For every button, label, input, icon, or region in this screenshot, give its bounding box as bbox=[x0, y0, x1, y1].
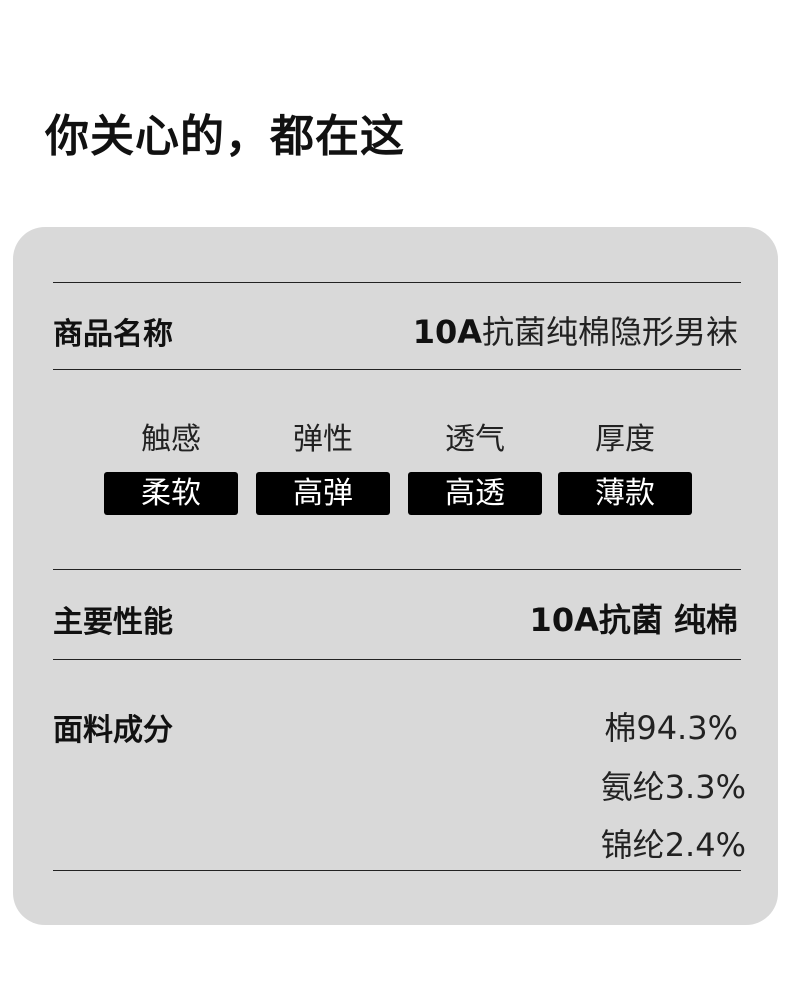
page-title: 你关心的，都在这 bbox=[45, 111, 405, 162]
product-name-label: 商品名称 bbox=[53, 317, 173, 352]
fabric-label: 面料成分 bbox=[53, 713, 173, 748]
attribute-elasticity: 弹性 高弹 bbox=[256, 420, 390, 515]
product-name-model: 10A bbox=[412, 313, 482, 351]
attribute-name: 弹性 bbox=[293, 422, 353, 457]
attribute-name: 触感 bbox=[141, 422, 201, 457]
product-name-text: 抗菌纯棉隐形男袜 bbox=[481, 313, 738, 351]
attribute-breathability: 透气 高透 bbox=[408, 420, 542, 515]
fabric-item: 锦纶2.4% bbox=[600, 826, 746, 864]
divider bbox=[53, 282, 741, 283]
spec-card: 商品名称 10A抗菌纯棉隐形男袜 触感 柔软 弹性 高弹 透气 高透 厚度 薄款… bbox=[13, 227, 778, 925]
attribute-name: 透气 bbox=[445, 422, 505, 457]
attribute-value: 柔软 bbox=[104, 472, 238, 515]
attribute-name: 厚度 bbox=[595, 422, 655, 457]
divider bbox=[53, 569, 741, 570]
performance-value: 10A抗菌 纯棉 bbox=[529, 601, 738, 639]
performance-label: 主要性能 bbox=[53, 605, 173, 640]
divider bbox=[53, 870, 741, 871]
divider bbox=[53, 659, 741, 660]
attribute-thickness: 厚度 薄款 bbox=[558, 420, 692, 515]
fabric-item: 氨纶3.3% bbox=[600, 768, 746, 806]
product-name-value: 10A抗菌纯棉隐形男袜 bbox=[413, 307, 738, 353]
fabric-item: 棉94.3% bbox=[604, 709, 738, 747]
divider bbox=[53, 369, 741, 370]
attribute-value: 高透 bbox=[408, 472, 542, 515]
attribute-touch: 触感 柔软 bbox=[104, 420, 238, 515]
attribute-value: 高弹 bbox=[256, 472, 390, 515]
attribute-value: 薄款 bbox=[558, 472, 692, 515]
